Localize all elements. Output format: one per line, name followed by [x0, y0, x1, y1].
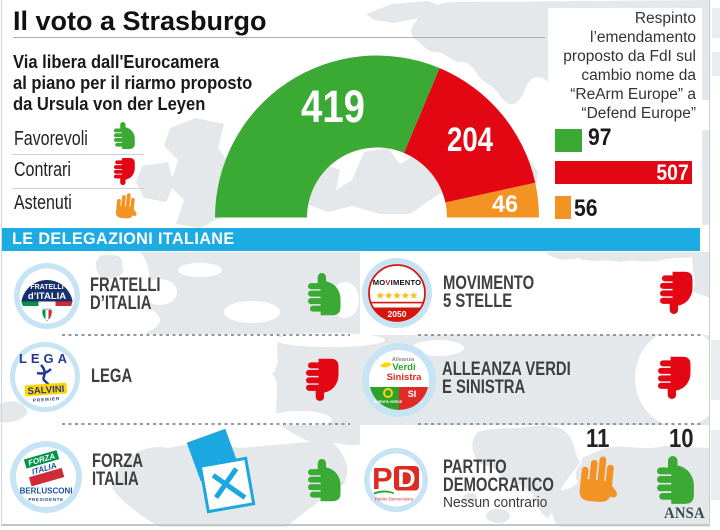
svg-text:D: D: [398, 465, 416, 493]
svg-text:46: 46: [492, 191, 518, 218]
svg-text:d’ITALIA: d’ITALIA: [28, 291, 66, 302]
svg-text:SI: SI: [408, 389, 417, 399]
svg-text:204: 204: [447, 121, 493, 159]
svg-text:P: P: [372, 461, 393, 496]
svg-text:EUROPA VERDE: EUROPA VERDE: [374, 400, 403, 404]
svg-text:MOVIMENTO: MOVIMENTO: [373, 278, 422, 287]
svg-text:BERLUSCONI: BERLUSCONI: [20, 487, 73, 496]
svg-text:Verdi: Verdi: [392, 362, 415, 373]
svg-text:FRATELLI: FRATELLI: [30, 284, 63, 291]
svg-text:419: 419: [301, 81, 365, 132]
svg-text:SALVINI: SALVINI: [27, 384, 64, 398]
svg-text:2050: 2050: [388, 309, 407, 319]
svg-text:Alleanza: Alleanza: [392, 357, 415, 363]
svg-text:LEGA: LEGA: [19, 351, 71, 366]
svg-text:PREMIER: PREMIER: [33, 396, 61, 403]
svg-text:Sinistra: Sinistra: [387, 372, 423, 383]
svg-text:PRESIDENTE: PRESIDENTE: [28, 497, 63, 502]
svg-text:Partito Democratico: Partito Democratico: [375, 497, 414, 502]
